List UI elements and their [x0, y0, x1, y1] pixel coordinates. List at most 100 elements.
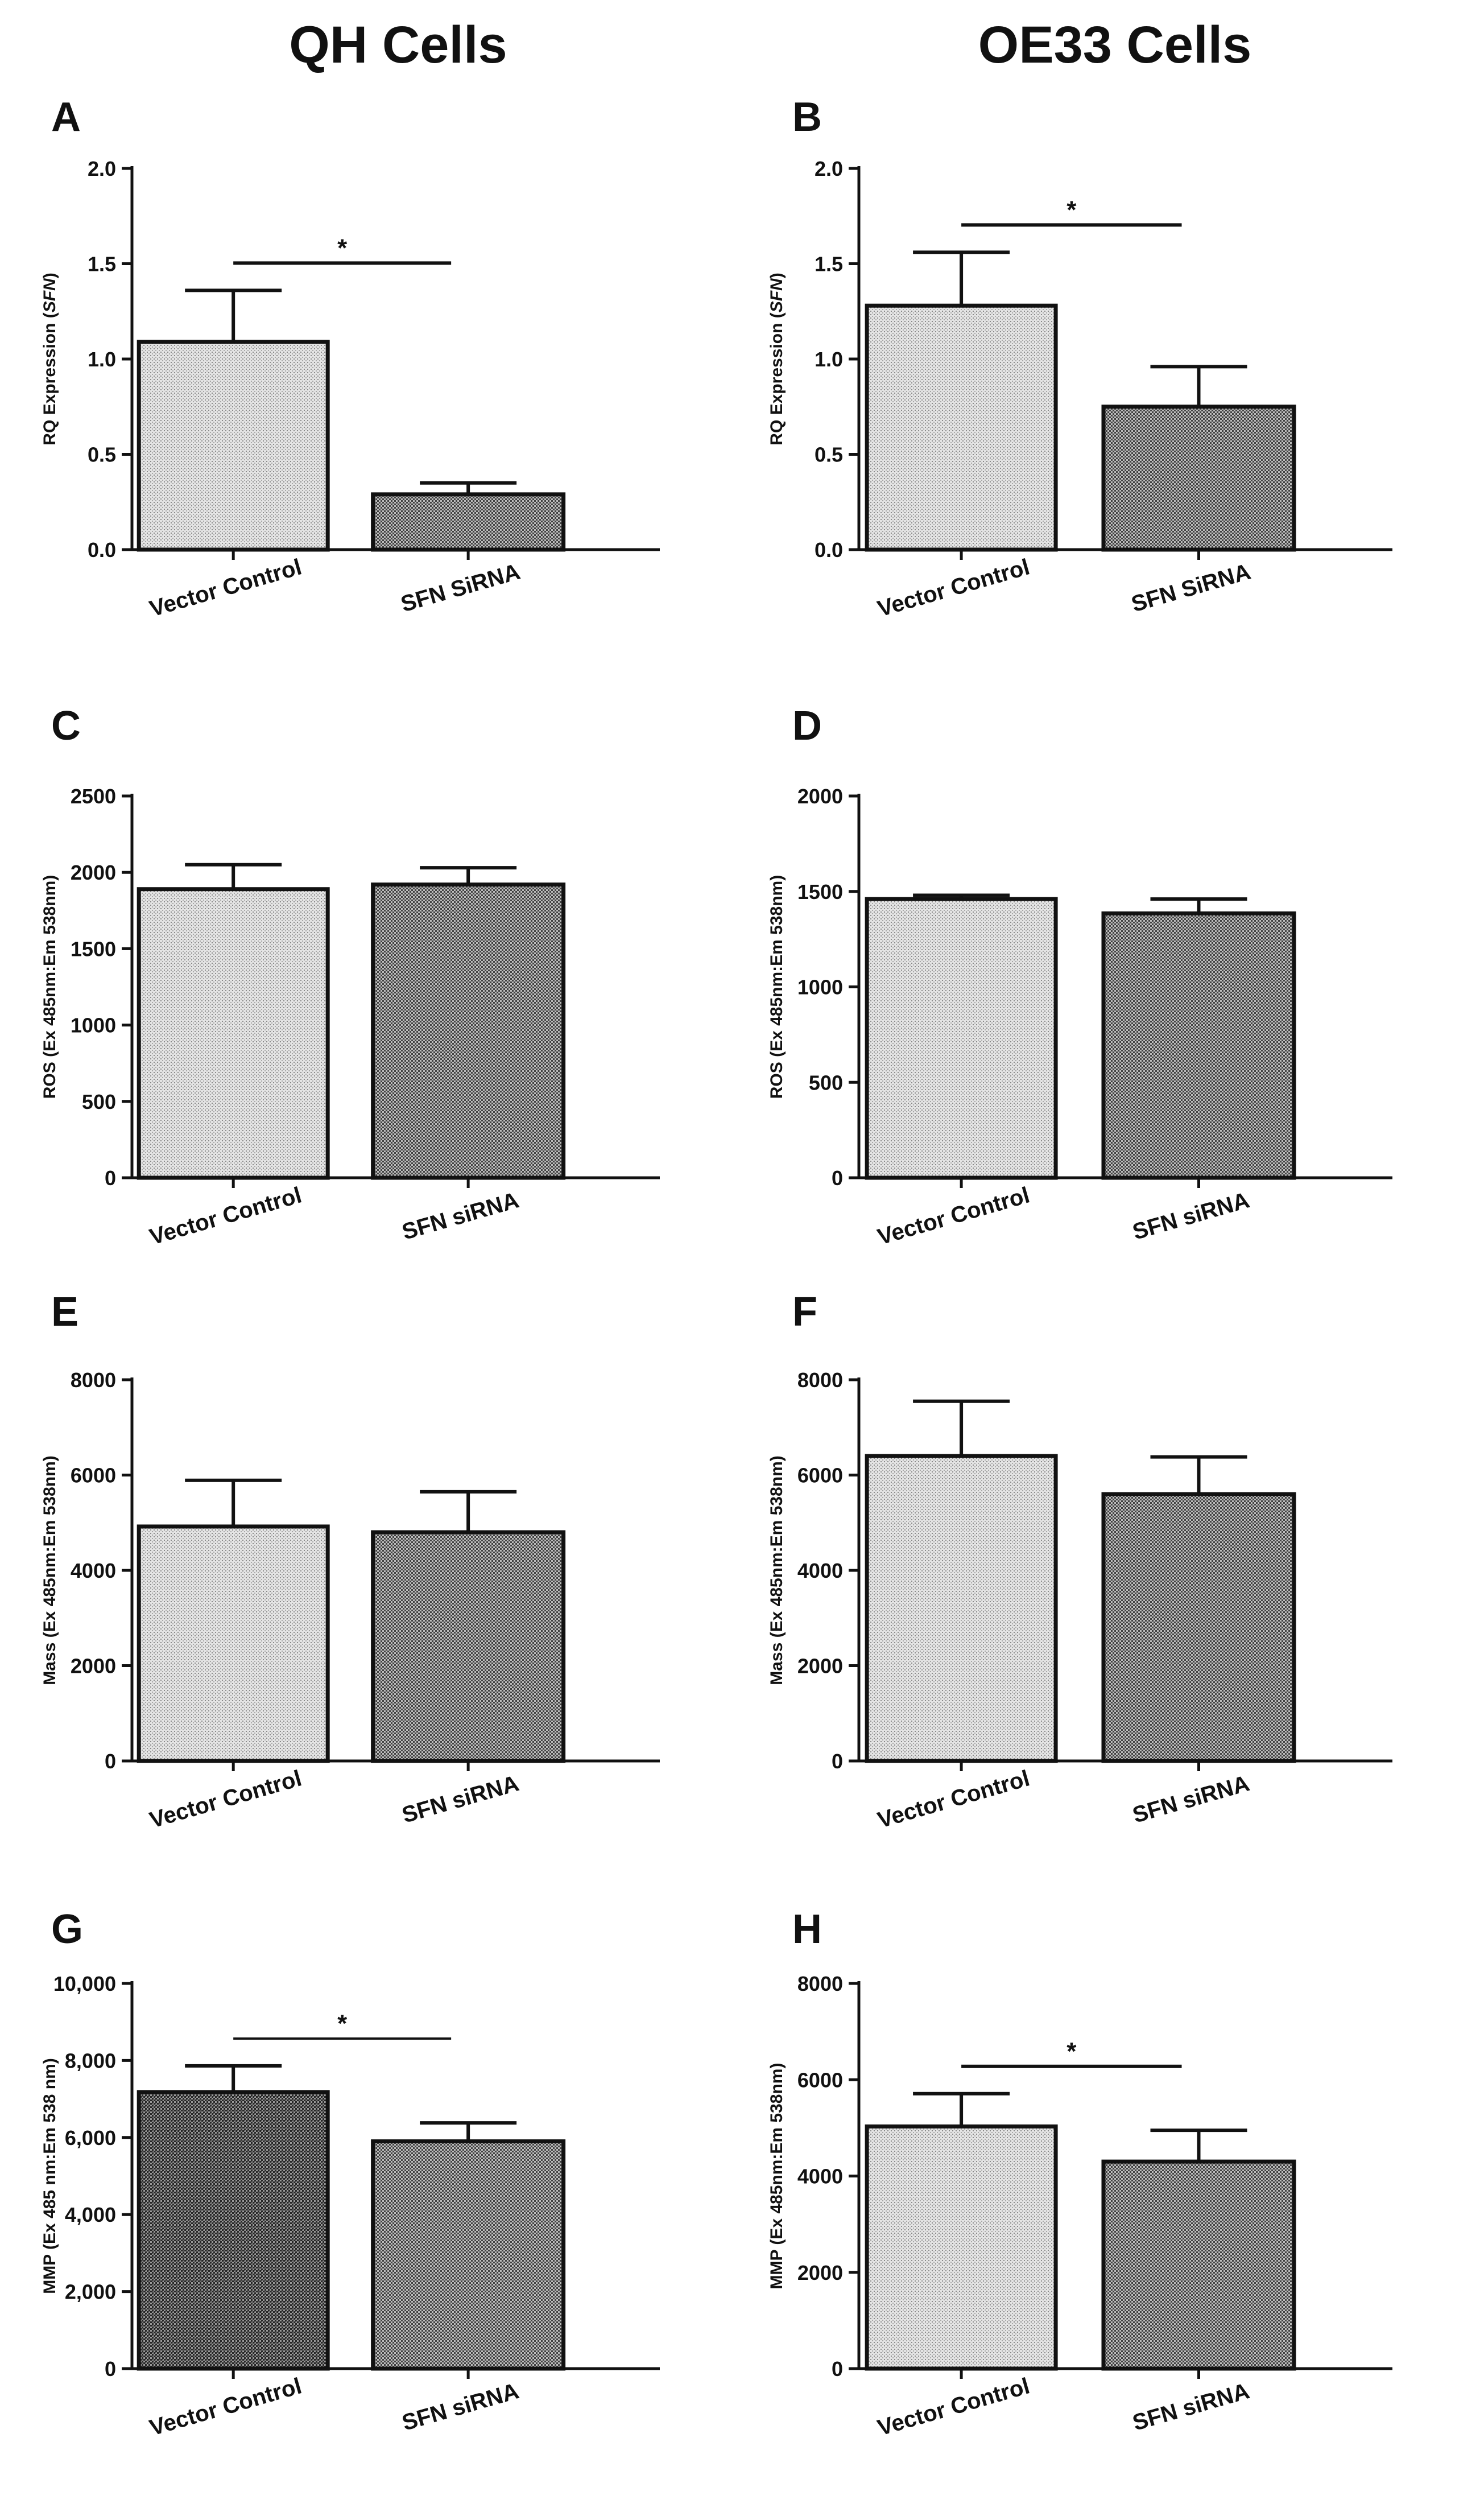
y-tick-label: 2000 — [71, 861, 116, 884]
y-axis-label-part: ROS (Ex 485nm:Em 538nm) — [40, 875, 59, 1099]
y-tick-label: 8000 — [797, 1368, 843, 1392]
y-tick-label: 6000 — [797, 2068, 843, 2092]
category-label: Vector Control — [147, 1766, 304, 1833]
panel-g: G 0 2,000 4,000 6,000 8,000 10,000 MMP (Ex 485 … — [40, 1907, 660, 2441]
y-tick-label: 0 — [105, 1750, 116, 1773]
bar-vector-control — [137, 2090, 330, 2371]
y-axis-label-part: SFN — [767, 278, 786, 312]
y-tick-label: 8000 — [71, 1368, 116, 1392]
panel-label: B — [792, 94, 822, 140]
y-axis-label-part: Mass (Ex 485nm:Em 538nm) — [767, 1455, 786, 1685]
y-tick-label: 1000 — [797, 976, 843, 999]
category-label: SFN SiRNA — [1128, 559, 1253, 617]
y-tick-label: 0 — [105, 2357, 116, 2381]
bar-vector-control — [865, 303, 1058, 552]
y-tick-label: 4000 — [71, 1559, 116, 1582]
category-label: Vector Control — [875, 554, 1032, 621]
y-axis-label: RQ Expression (SFN) — [40, 273, 59, 445]
category-label: SFN siRNA — [1130, 1187, 1252, 1244]
y-axis-label-part: RQ Expression ( — [767, 312, 786, 445]
significance-star: * — [337, 234, 348, 262]
bar-sfn-sirna — [371, 882, 566, 1180]
y-tick-label: 2,000 — [65, 2280, 116, 2304]
y-axis-label: MMP (Ex 485nm:Em 538nm) — [767, 2063, 786, 2290]
panel-b: B 0.0 0.5 1.0 1.5 2.0 RQ Expression (SFN) Vecto… — [767, 94, 1392, 622]
y-tick-label: 1.0 — [815, 348, 843, 371]
category-label: SFN siRNA — [1130, 1771, 1252, 1828]
panel-label: F — [792, 1289, 817, 1335]
bar-vector-control — [865, 1454, 1058, 1763]
bar-sfn-sirna — [1101, 911, 1296, 1180]
y-tick-label: 500 — [82, 1090, 116, 1113]
y-tick-label: 2.0 — [815, 157, 843, 180]
y-axis-label-part: ) — [40, 273, 59, 278]
y-tick-label: 2000 — [797, 785, 843, 808]
y-tick-label: 0.0 — [815, 538, 843, 562]
y-axis-label: Mass (Ex 485nm:Em 538nm) — [767, 1455, 786, 1685]
panel-label: C — [51, 703, 81, 749]
panel-c: C 0 500 1000 1500 2000 2500 ROS (Ex 485nm:Em 53… — [40, 703, 660, 1250]
y-tick-label: 4,000 — [65, 2203, 116, 2226]
y-tick-label: 4000 — [797, 1559, 843, 1582]
category-label: Vector Control — [875, 1766, 1032, 1833]
y-axis-label-part: MMP (Ex 485nm:Em 538nm) — [767, 2063, 786, 2290]
y-tick-label: 6000 — [797, 1464, 843, 1487]
panel-label: H — [792, 1907, 822, 1952]
y-axis-label-part: ) — [767, 273, 786, 278]
bar-vector-control — [137, 340, 330, 552]
bar-vector-control — [865, 897, 1058, 1180]
panel-label: E — [51, 1289, 78, 1335]
bar-vector-control — [137, 1524, 330, 1763]
y-tick-label: 2000 — [797, 2261, 843, 2284]
y-axis-label: MMP (Ex 485 nm:Em 538 nm) — [40, 2058, 59, 2294]
y-tick-label: 0.5 — [815, 443, 843, 467]
panel-h: H 0 2000 4000 6000 8000 MMP (Ex 485nm:Em 538nm… — [767, 1907, 1392, 2441]
y-tick-label: 8000 — [797, 1972, 843, 1995]
category-label: SFN siRNA — [1130, 2378, 1252, 2435]
y-tick-label: 2.0 — [88, 157, 116, 180]
y-axis-label: ROS (Ex 485nm:Em 538nm) — [767, 875, 786, 1099]
bar-vector-control — [865, 2124, 1058, 2371]
panel-label: G — [51, 1907, 83, 1952]
y-tick-label: 4000 — [797, 2165, 843, 2188]
y-tick-label: 6000 — [71, 1464, 116, 1487]
y-axis-label-part: RQ Expression ( — [40, 312, 59, 445]
y-axis-label-part: ROS (Ex 485nm:Em 538nm) — [767, 875, 786, 1099]
y-tick-label: 2500 — [71, 785, 116, 808]
category-label: Vector Control — [147, 554, 304, 621]
y-axis-label-part: MMP (Ex 485 nm:Em 538 nm) — [40, 2058, 59, 2294]
significance-star: * — [337, 2010, 348, 2037]
column-title-oe33: OE33 Cells — [978, 16, 1252, 74]
bar-sfn-sirna — [1101, 405, 1296, 552]
panel-label: A — [51, 94, 81, 140]
column-title-qh: QH Cells — [289, 16, 507, 74]
bar-vector-control — [137, 887, 330, 1180]
y-axis-label-part: Mass (Ex 485nm:Em 538nm) — [40, 1455, 59, 1685]
bar-sfn-sirna — [371, 2139, 566, 2371]
y-axis-label: Mass (Ex 485nm:Em 538nm) — [40, 1455, 59, 1685]
category-label: SFN SiRNA — [398, 559, 523, 617]
y-tick-label: 0.5 — [88, 443, 116, 467]
panel-d: D 0 500 1000 1500 2000 ROS (Ex 485nm:Em 538nm)… — [767, 703, 1392, 1250]
y-tick-label: 8,000 — [65, 2049, 116, 2072]
y-tick-label: 6,000 — [65, 2126, 116, 2150]
y-axis-label: ROS (Ex 485nm:Em 538nm) — [40, 875, 59, 1099]
y-tick-label: 1.5 — [815, 253, 843, 276]
y-tick-label: 0.0 — [88, 538, 116, 562]
y-tick-label: 2000 — [71, 1655, 116, 1678]
category-label: Vector Control — [875, 1182, 1032, 1249]
panel-a: A 0.0 0.5 1.0 1.5 2.0 RQ Expression (SFN) Vecto… — [40, 94, 660, 622]
y-tick-label: 1.5 — [88, 253, 116, 276]
y-tick-label: 0 — [832, 1166, 843, 1190]
y-tick-label: 0 — [105, 1166, 116, 1190]
category-label: SFN siRNA — [399, 1771, 522, 1828]
y-tick-label: 0 — [832, 1750, 843, 1773]
y-tick-label: 1000 — [71, 1014, 116, 1037]
y-tick-label: 1500 — [71, 937, 116, 960]
bar-sfn-sirna — [371, 492, 566, 552]
bar-sfn-sirna — [1101, 1492, 1296, 1763]
y-tick-label: 1.0 — [88, 348, 116, 371]
significance-star: * — [1067, 2037, 1077, 2065]
category-label: SFN siRNA — [399, 2378, 522, 2435]
